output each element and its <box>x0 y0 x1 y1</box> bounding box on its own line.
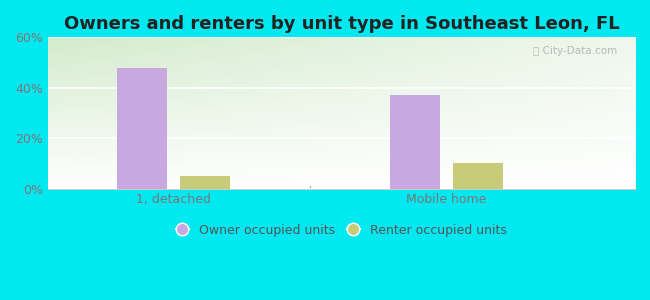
Title: Owners and renters by unit type in Southeast Leon, FL: Owners and renters by unit type in South… <box>64 15 619 33</box>
Bar <box>117 68 167 189</box>
Text: ⓘ City-Data.com: ⓘ City-Data.com <box>533 46 618 56</box>
Bar <box>452 164 503 189</box>
Bar <box>180 176 230 189</box>
Legend: Owner occupied units, Renter occupied units: Owner occupied units, Renter occupied un… <box>170 218 513 243</box>
Bar <box>389 95 440 189</box>
